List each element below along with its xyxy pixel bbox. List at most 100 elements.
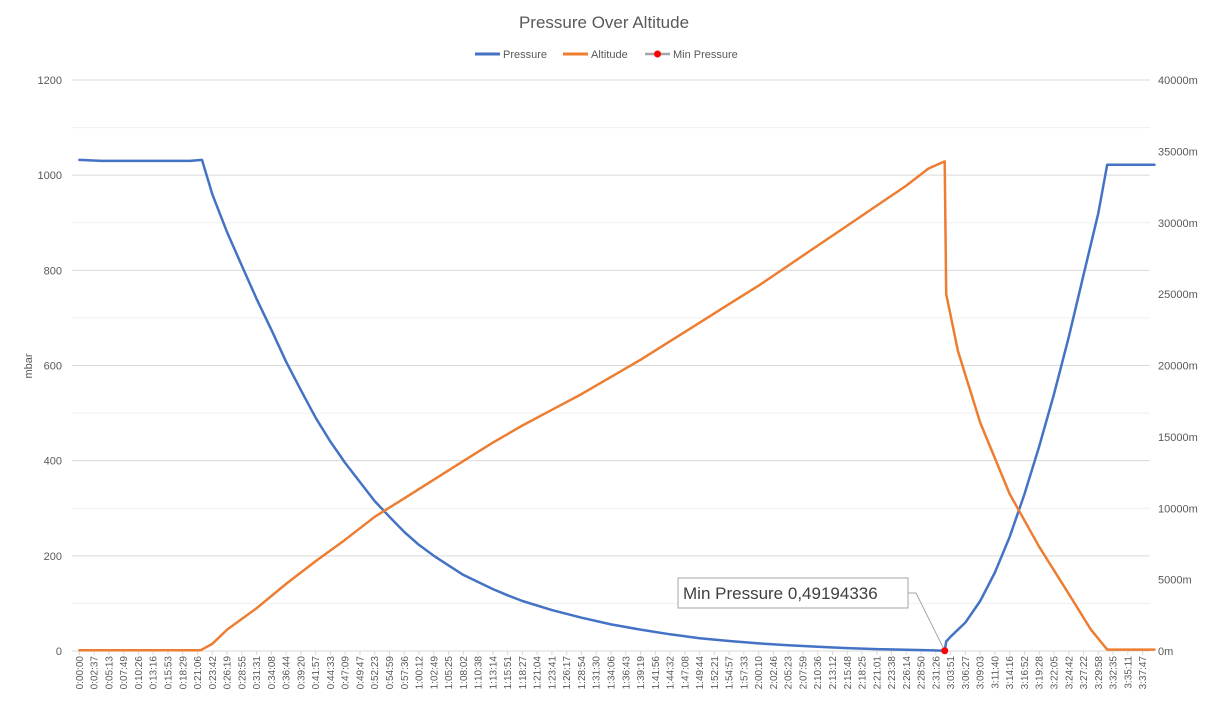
x-tick-label: 2:31:26 xyxy=(931,656,942,690)
x-tick-label: 1:23:41 xyxy=(547,656,558,690)
x-tick-label: 0:54:59 xyxy=(385,656,396,690)
y2-tick-label: 5000m xyxy=(1158,575,1192,587)
x-tick-label: 2:13:12 xyxy=(828,656,839,690)
x-tick-label: 1:13:14 xyxy=(488,656,499,690)
x-tick-label: 0:44:33 xyxy=(326,656,337,690)
y2-tick-label: 0m xyxy=(1158,646,1173,658)
x-tick-label: 2:00:10 xyxy=(754,656,765,690)
x-tick-label: 0:02:37 xyxy=(90,656,101,690)
x-tick-label: 3:24:42 xyxy=(1064,656,1075,690)
x-tick-label: 0:34:08 xyxy=(267,656,278,690)
x-tick-label: 2:10:36 xyxy=(813,656,824,690)
x-tick-label: 3:37:47 xyxy=(1138,656,1149,690)
x-tick-label: 3:32:35 xyxy=(1109,656,1120,690)
callout-label: Min Pressure 0,49194336 xyxy=(683,584,878,603)
callout-box xyxy=(677,577,909,609)
y2-tick-label: 25000m xyxy=(1158,289,1198,301)
y-tick-label: 1200 xyxy=(38,75,62,87)
y-tick-label: 0 xyxy=(56,646,62,658)
legend-item-altitude: Altitude xyxy=(563,49,628,61)
x-axis: 0:00:00 0:02:37 0:05:13 0:07:49 0:10:26 0:13:… xyxy=(72,650,1150,690)
x-tick-label: 0:31:31 xyxy=(252,656,263,690)
x-tick-label: 2:23:38 xyxy=(887,656,898,690)
x-tick-label: 1:31:30 xyxy=(592,656,603,690)
x-tick-label: 0:28:55 xyxy=(237,656,248,690)
legend-item-min-pressure: Min Pressure xyxy=(645,49,738,61)
x-tick-label: 1:57:33 xyxy=(739,656,750,690)
y2-tick-label: 20000m xyxy=(1158,361,1198,373)
legend-label-altitude: Altitude xyxy=(591,49,628,61)
x-tick-label: 0:18:29 xyxy=(178,656,189,690)
x-tick-label: 2:28:50 xyxy=(917,656,928,690)
y-tick-label: 200 xyxy=(44,551,62,563)
y-tick-label: 800 xyxy=(44,265,62,277)
x-tick-label: 0:21:06 xyxy=(193,656,204,690)
x-tick-label: 1:28:54 xyxy=(577,656,588,690)
x-tick-label: 3:14:16 xyxy=(1005,656,1016,690)
x-tick-label: 0:07:49 xyxy=(119,656,130,690)
y2-tick-label: 10000m xyxy=(1158,503,1198,515)
x-tick-label: 3:35:11 xyxy=(1123,656,1134,689)
y-tick-label: 600 xyxy=(44,361,62,373)
x-tick-label: 1:41:56 xyxy=(651,656,662,690)
x-tick-label: 3:11:40 xyxy=(990,656,1001,689)
legend-label-pressure: Pressure xyxy=(503,49,547,61)
x-tick-label: 1:47:08 xyxy=(680,656,691,690)
series-layer xyxy=(78,158,1156,653)
x-tick-label: 0:10:26 xyxy=(134,656,145,690)
x-tick-label: 3:29:58 xyxy=(1094,656,1105,690)
x-tick-label: 0:49:47 xyxy=(355,656,366,690)
chart-title: Pressure Over Altitude xyxy=(519,13,689,32)
x-tick-label: 0:36:44 xyxy=(282,656,293,690)
x-tick-label: 0:26:19 xyxy=(223,656,234,690)
x-tick-label: 2:21:01 xyxy=(872,656,883,690)
x-tick-label: 1:36:43 xyxy=(621,656,632,690)
x-tick-label: 0:13:16 xyxy=(149,656,160,690)
x-tick-label: 3:03:51 xyxy=(946,656,957,690)
x-tick-label: 2:18:25 xyxy=(858,656,869,690)
x-tick-label: 0:52:23 xyxy=(370,656,381,690)
x-tick-label: 1:21:04 xyxy=(533,656,544,690)
y-axis-right: 0m 5000m 10000m 15000m 20000m 25000m 30000m 350… xyxy=(1158,75,1198,658)
x-tick-label: 3:22:05 xyxy=(1050,656,1061,690)
x-tick-label: 0:00:00 xyxy=(75,656,86,690)
min-pressure-callout: Min Pressure 0,49194336 xyxy=(677,577,949,655)
min-pressure-point xyxy=(941,647,949,655)
x-tick-label: 1:39:19 xyxy=(636,656,647,690)
legend-label-min-pressure: Min Pressure xyxy=(673,49,738,61)
x-tick-label: 3:27:22 xyxy=(1079,656,1090,690)
callout-leader-line xyxy=(908,592,946,651)
x-tick-label: 2:07:59 xyxy=(798,656,809,690)
legend-item-pressure: Pressure xyxy=(475,49,547,61)
x-tick-label: 1:26:17 xyxy=(562,656,573,690)
x-tick-label: 1:49:44 xyxy=(695,656,706,690)
x-tick-label: 2:26:14 xyxy=(902,656,913,690)
x-tick-label: 1:08:02 xyxy=(459,656,470,690)
x-tick-label: 2:02:46 xyxy=(769,656,780,690)
series-line-altitude xyxy=(78,160,1156,652)
y2-tick-label: 40000m xyxy=(1158,75,1198,87)
x-tick-label: 0:23:42 xyxy=(208,656,219,690)
x-tick-label: 0:39:20 xyxy=(296,656,307,690)
x-tick-label: 3:06:27 xyxy=(961,656,972,690)
x-tick-label: 0:05:13 xyxy=(104,656,115,690)
x-tick-label: 1:54:57 xyxy=(725,656,736,690)
y2-tick-label: 15000m xyxy=(1158,432,1198,444)
y-axis-left: 0 200 400 600 800 1000 1200 xyxy=(38,75,62,658)
x-tick-label: 0:57:36 xyxy=(400,656,411,690)
y2-tick-label: 30000m xyxy=(1158,218,1198,230)
y2-tick-label: 35000m xyxy=(1158,146,1198,158)
x-tick-label: 1:15:51 xyxy=(503,656,514,690)
x-tick-label: 1:44:32 xyxy=(666,656,677,690)
x-tick-label: 1:02:49 xyxy=(429,656,440,690)
x-tick-label: 0:47:09 xyxy=(341,656,352,690)
x-tick-label: 2:15:48 xyxy=(843,656,854,690)
x-tick-label: 3:09:03 xyxy=(976,656,987,690)
y-axis-title: mbar xyxy=(23,353,35,378)
x-tick-label: 0:41:57 xyxy=(311,656,322,690)
x-tick-label: 1:00:12 xyxy=(415,656,426,690)
legend: Pressure Altitude Min Pressure xyxy=(475,49,738,61)
x-tick-label: 3:19:28 xyxy=(1035,656,1046,690)
x-tick-label: 1:18:27 xyxy=(518,656,529,690)
